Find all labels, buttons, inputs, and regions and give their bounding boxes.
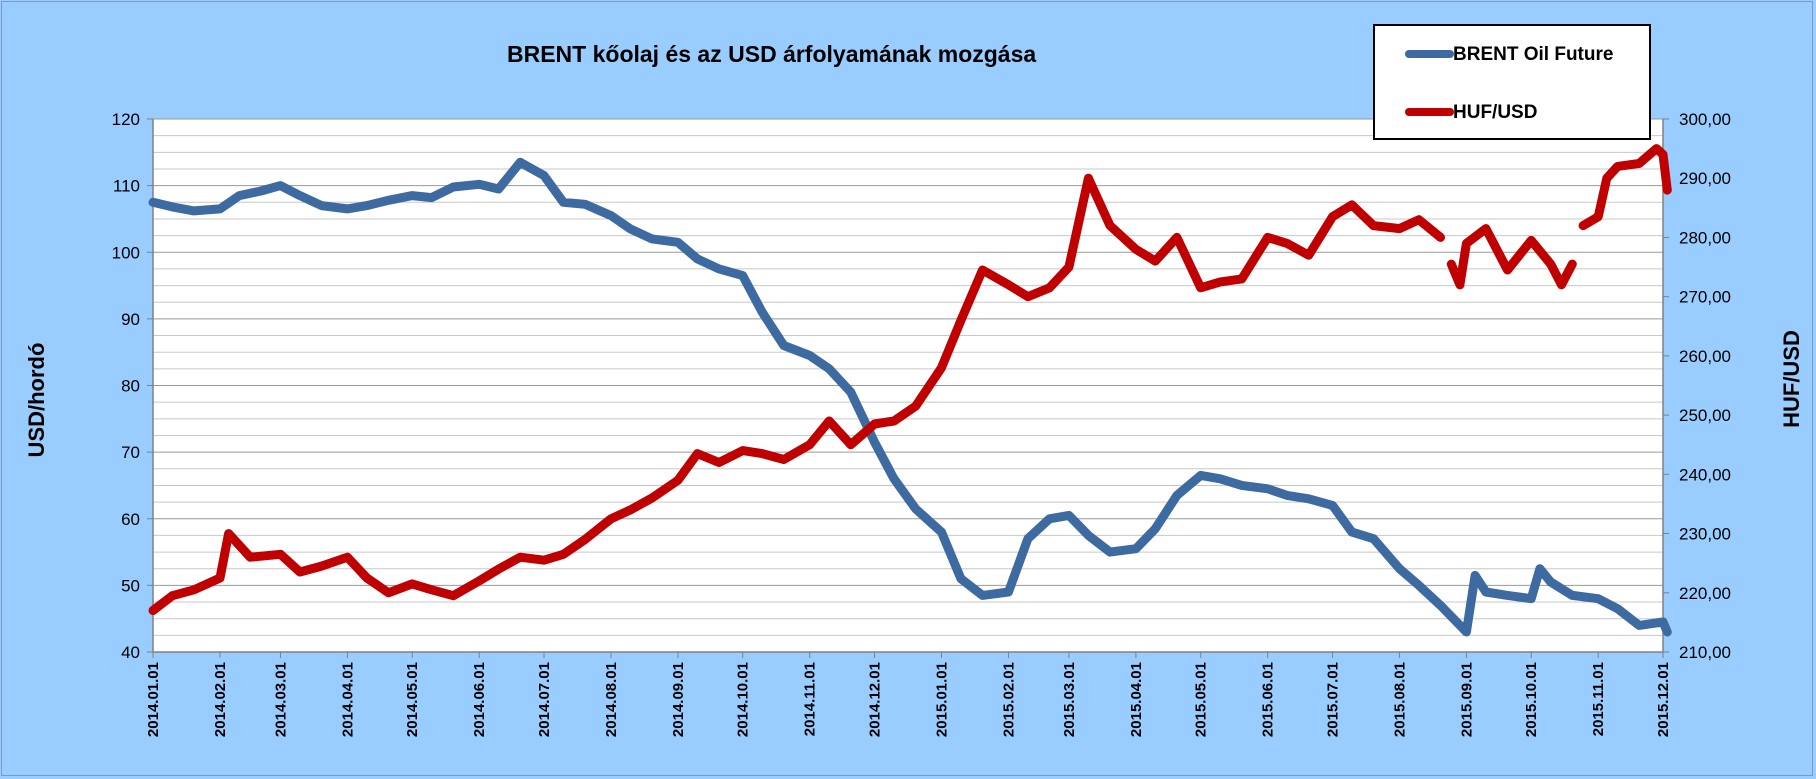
x-tick-label: 2015.04.01 [1128, 662, 1145, 737]
x-tick-label: 2015.01.01 [933, 662, 950, 737]
legend-box [1373, 24, 1651, 140]
legend-label-hufusd: HUF/USD [1453, 102, 1537, 123]
x-axis-ticks: 2014.01.01 2014.02.01 2014.03.01 2014.04.01… [145, 652, 1672, 737]
x-tick-label: 2014.12.01 [867, 662, 884, 737]
y2-tick-label: 210,00 [1679, 643, 1731, 662]
x-tick-label: 2014.02.01 [212, 662, 229, 737]
x-tick-label: 2015.05.01 [1193, 662, 1210, 737]
x-tick-label: 2014.11.01 [802, 662, 819, 736]
legend-label-brent: BRENT Oil Future [1453, 44, 1613, 65]
x-tick-label: 2015.02.01 [1000, 662, 1017, 737]
hufusd-line-segment-1 [148, 173, 1445, 615]
x-tick-label: 2014.03.01 [272, 662, 289, 737]
x-tick-label: 2015.08.01 [1391, 662, 1408, 737]
y-tick-label: 70 [121, 443, 140, 462]
y2-tick-label: 270,00 [1679, 288, 1731, 307]
y2-tick-label: 240,00 [1679, 465, 1731, 484]
y-tick-label: 120 [112, 110, 140, 129]
legend: BRENT Oil Future HUF/USD [1373, 24, 1651, 140]
gridlines [153, 118, 1663, 636]
hufusd-line-segment-3 [1578, 144, 1672, 231]
y2-tick-label: 290,00 [1679, 169, 1731, 188]
chart-title: BRENT kőolaj és az USD árfolyamának mozg… [507, 41, 1036, 67]
y-tick-label: 40 [121, 643, 140, 662]
y2-tick-label: 230,00 [1679, 525, 1731, 544]
x-tick-label: 2014.08.01 [603, 662, 620, 737]
x-tick-label: 2015.11.01 [1590, 662, 1607, 736]
y2-tick-label: 280,00 [1679, 228, 1731, 247]
x-tick-label: 2014.09.01 [670, 662, 687, 737]
x-tick-label: 2015.10.01 [1523, 662, 1540, 737]
y-tick-label: 110 [113, 177, 140, 196]
right-axis-ticks: 300,00 290,00 280,00 270,00 260,00 250,00 240,… [1663, 110, 1731, 662]
brent-line-segment-1 [148, 157, 1672, 637]
x-tick-label: 2014.07.01 [536, 662, 553, 737]
y-tick-label: 90 [121, 310, 140, 329]
left-axis-ticks: 120 110 100 90 80 70 60 50 40 [112, 110, 153, 662]
series-layer [148, 144, 1672, 637]
y-tick-label: 80 [121, 377, 140, 396]
y-tick-label: 50 [121, 576, 140, 595]
y-tick-label: 60 [121, 510, 140, 529]
right-axis-title: HUF/USD [1779, 330, 1804, 428]
x-tick-label: 2015.07.01 [1324, 662, 1341, 737]
x-tick-label: 2014.01.01 [145, 662, 162, 737]
x-tick-label: 2014.05.01 [404, 662, 421, 737]
y-tick-label: 100 [112, 243, 140, 262]
x-tick-label: 2015.03.01 [1061, 662, 1078, 737]
y2-tick-label: 300,00 [1679, 110, 1731, 129]
left-axis-title: USD/hordó [24, 343, 49, 458]
y2-tick-label: 220,00 [1679, 584, 1731, 603]
y2-tick-label: 250,00 [1679, 406, 1731, 425]
x-tick-label: 2014.06.01 [471, 662, 488, 737]
x-tick-label: 2015.06.01 [1260, 662, 1277, 737]
x-tick-label: 2015.12.01 [1655, 662, 1672, 737]
x-tick-label: 2014.04.01 [339, 662, 356, 737]
hufusd-line-segment-2 [1446, 224, 1577, 290]
y2-tick-label: 260,00 [1679, 347, 1731, 366]
x-tick-label: 2014.10.01 [735, 662, 752, 737]
x-tick-label: 2015.09.01 [1458, 662, 1475, 737]
